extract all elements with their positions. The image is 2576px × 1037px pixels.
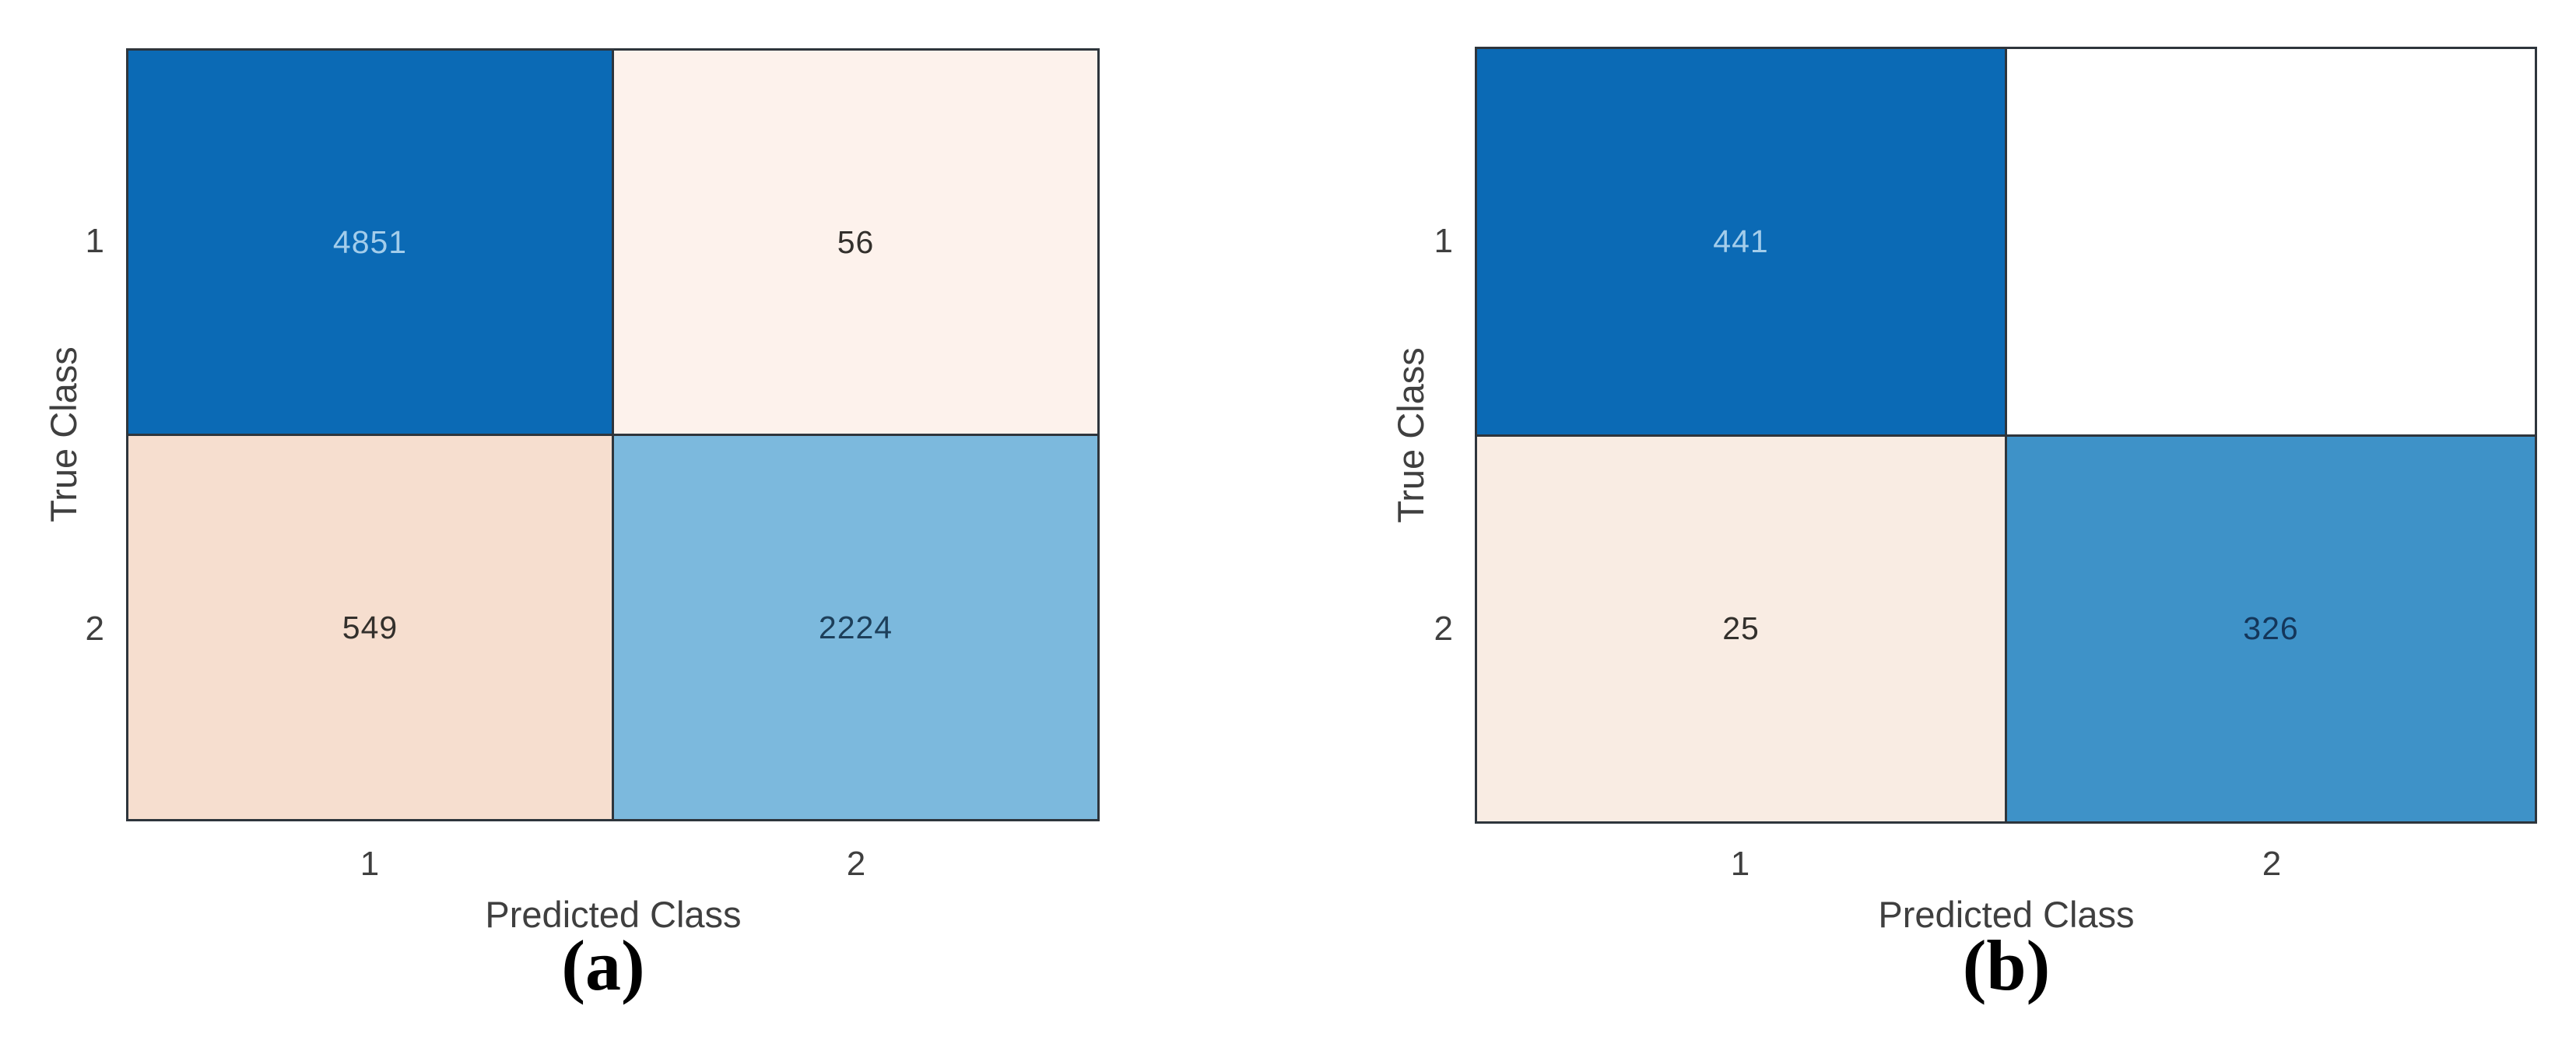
cm-b-cell-true2-pred1: 25 [1477,436,2005,821]
cm-a-cell-true1-pred2: 56 [614,51,1097,434]
cm-b-y-axis-label: True Class [1390,347,1431,523]
cm-b-cell-true1-pred1-value: 441 [1713,223,1769,259]
cm-b-cell-true1-pred2 [2007,49,2535,434]
cm-a-xtick-1: 1 [360,845,380,883]
cm-a-xtick-2: 2 [846,845,866,883]
cm-b-xtick-1: 1 [1730,845,1750,883]
cm-a-y-axis-label: True Class [43,346,84,522]
cm-b-cell-true2-pred1-value: 25 [1722,610,1760,647]
cm-a-cell-true1-pred1-value: 4851 [332,223,408,260]
figure-caption-b: (b) [1962,926,2051,1005]
cm-a-cell-true1-pred2-value: 56 [837,223,875,260]
cm-a-cell-true2-pred1: 549 [128,436,612,819]
cm-b-x-axis-label: Predicted Class [1878,894,2135,935]
cm-b-ytick-2: 2 [1434,610,1453,648]
cm-a-cell-true1-pred1: 4851 [128,51,612,434]
cm-a-ytick-2: 2 [85,610,104,648]
figure-caption-a: (a) [561,926,645,1005]
cm-b-cell-true1-pred1: 441 [1477,49,2005,434]
cm-b-cell-true2-pred2: 326 [2007,436,2535,821]
cm-b-cell-true2-pred2-value: 326 [2243,610,2299,647]
cm-a-x-axis-label: Predicted Class [485,894,742,935]
cm-a-cell-true2-pred2-value: 2224 [818,609,893,645]
cm-b-ytick-1: 1 [1434,222,1453,260]
confusion-matrix-a: 4851 56 549 2224 [126,48,1100,821]
cm-a-cell-true2-pred2: 2224 [614,436,1097,819]
cm-b-xtick-2: 2 [2262,845,2282,883]
cm-a-ytick-1: 1 [85,222,104,260]
cm-a-cell-true2-pred1-value: 549 [342,609,398,645]
confusion-matrix-b: 441 25 326 [1475,47,2537,824]
